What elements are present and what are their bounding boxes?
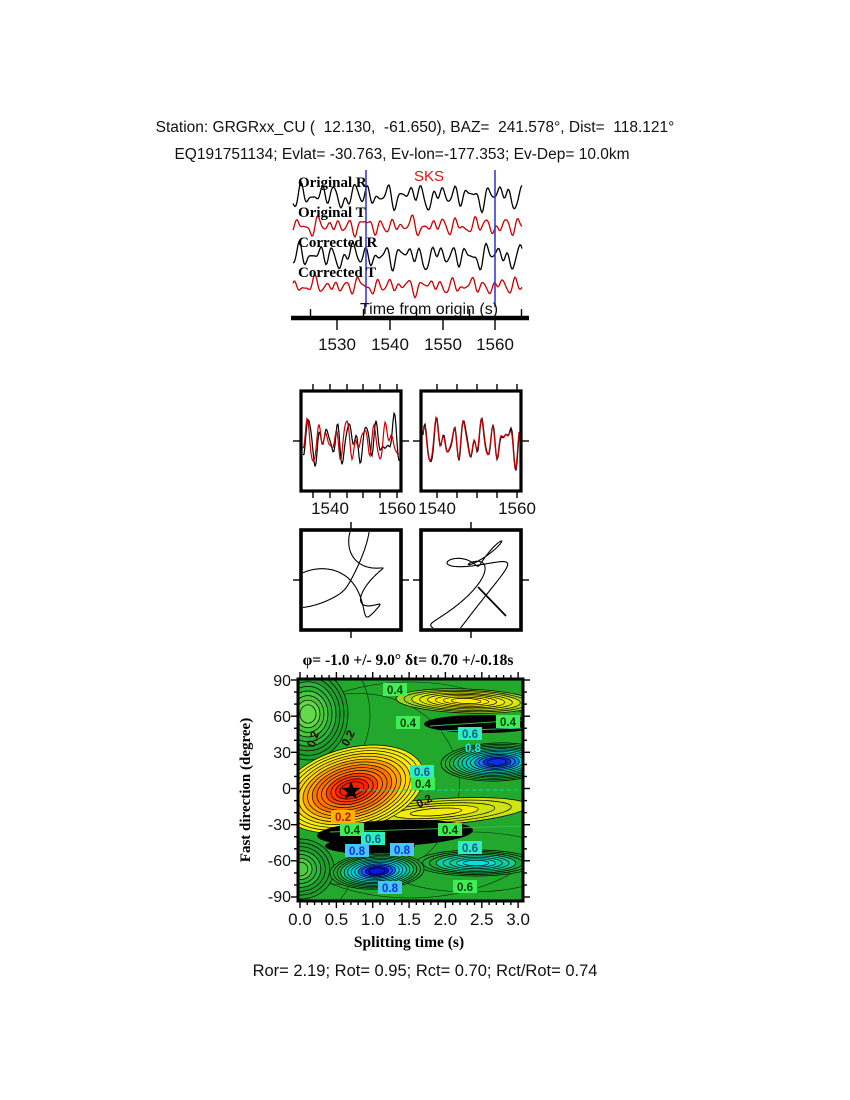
svg-text:0.4: 0.4: [387, 685, 404, 697]
time-tick-1560: 1560: [476, 335, 514, 354]
header-event-line: EQ191751134; Evlat= -30.763, Ev-lon=-177…: [174, 146, 630, 163]
contour-level-label: 0.6: [410, 765, 434, 779]
trace-label-original-r: Original R: [298, 175, 367, 191]
contour-level-label: 0.4: [383, 683, 407, 697]
svg-text:0.4: 0.4: [442, 825, 459, 837]
svg-text:0.8: 0.8: [465, 743, 482, 755]
contour-level-label: 0.4: [438, 823, 462, 837]
xtick-1.5: 1.5: [397, 910, 421, 929]
header-station-line: Station: GRGRxx_CU ( 12.130, -61.650), B…: [155, 119, 675, 136]
time-axis-ticks: [309, 309, 523, 330]
best-fit-star-marker: [341, 781, 361, 800]
contour-level-label: 0.4: [340, 823, 364, 837]
svg-text:0.6: 0.6: [462, 843, 478, 855]
svg-text:0.8: 0.8: [349, 846, 366, 858]
contour-level-label: 0.2: [331, 810, 355, 824]
ytick-m90: -90: [268, 889, 291, 906]
trace-label-corrected-t: Corrected T: [298, 265, 376, 281]
window-panel-left-frame: [299, 389, 403, 493]
contour-level-label: 0.6: [361, 832, 385, 846]
contour-level-label: 0.4: [496, 715, 520, 729]
xtick-0.5: 0.5: [325, 910, 349, 929]
window-comparison-section: 1540 1560 1540 1560: [293, 384, 536, 518]
error-surface-section: φ= -1.0 +/- 9.0° δt= 0.70 +/-0.18s 0.40.…: [238, 652, 530, 951]
ytick-m30: -30: [268, 817, 291, 834]
phase-label-sks: SKS: [414, 168, 444, 185]
ytick-30: 30: [273, 745, 291, 762]
xtick-1.0: 1.0: [361, 910, 385, 929]
svg-text:0.6: 0.6: [365, 834, 381, 846]
right-panel-tick-1540: 1540: [418, 499, 456, 518]
contour-level-label: 0.8: [345, 844, 369, 858]
contour-frame: [296, 677, 525, 903]
window-panel-right-frame: [419, 389, 523, 493]
time-tick-1550: 1550: [424, 335, 462, 354]
svg-text:0.4: 0.4: [415, 779, 432, 791]
window-panel-ticks: [293, 384, 529, 498]
xtick-3.0: 3.0: [506, 910, 530, 929]
contour-level-label: 0.6: [453, 880, 477, 894]
particle-motion-section: [293, 522, 529, 638]
contour-level-label: 0.6: [458, 727, 482, 741]
contour-title: φ= -1.0 +/- 9.0° δt= 0.70 +/-0.18s: [303, 652, 514, 669]
waveform-traces: [292, 180, 523, 299]
particle-motion-curves: [303, 532, 509, 628]
trace-label-original-t: Original T: [298, 205, 366, 221]
left-panel-tick-1540: 1540: [311, 499, 349, 518]
contour-level-label: 0.4: [411, 777, 435, 791]
svg-text:0.6: 0.6: [462, 729, 478, 741]
contour-level-label: 0.2: [306, 730, 322, 749]
quality-metrics-line: Ror= 2.19; Rot= 0.95; Rct= 0.70; Rct/Rot…: [252, 962, 598, 980]
svg-text:0.2: 0.2: [306, 730, 322, 749]
ytick-60: 60: [273, 709, 291, 726]
right-panel-tick-1560: 1560: [498, 499, 536, 518]
contour-level-label: 0.4: [396, 716, 420, 730]
contour-level-label: 0.6: [458, 841, 482, 855]
contour-level-label: 0.8: [378, 881, 402, 895]
left-panel-tick-1560: 1560: [378, 499, 416, 518]
svg-text:0.2: 0.2: [335, 812, 351, 824]
ytick-90: 90: [273, 673, 291, 690]
ytick-m60: -60: [268, 853, 291, 870]
contour-level-label: 0.8: [465, 743, 482, 755]
time-tick-1540: 1540: [371, 335, 409, 354]
contour-plot: 0.40.4 0.40.60.80.2 0.20.60.40.20.20.4 0.40…: [298, 679, 523, 901]
svg-text:0.6: 0.6: [414, 767, 430, 779]
contour-ylabel: Fast direction (degree): [238, 718, 254, 862]
xtick-0.0: 0.0: [288, 910, 312, 929]
time-tick-1530: 1530: [318, 335, 356, 354]
contour-ticks: [291, 672, 530, 908]
window-comparison-traces: [302, 411, 520, 471]
xtick-2.0: 2.0: [434, 910, 458, 929]
contour-level-label: 0.8: [390, 843, 414, 857]
trace-label-corrected-r: Corrected R: [298, 235, 377, 251]
svg-text:0.8: 0.8: [394, 845, 411, 857]
svg-text:0.4: 0.4: [500, 717, 517, 729]
svg-text:0.8: 0.8: [382, 883, 399, 895]
xtick-2.5: 2.5: [470, 910, 494, 929]
svg-text:0.4: 0.4: [400, 718, 417, 730]
waveform-section: SKS Original R Original T Corrected R Co…: [291, 168, 529, 354]
time-axis-title: Time from origin (s): [360, 301, 498, 318]
svg-text:0.6: 0.6: [457, 882, 473, 894]
contour-xlabel: Splitting time (s): [354, 934, 464, 951]
ytick-0: 0: [282, 781, 291, 798]
svg-text:0.4: 0.4: [344, 825, 361, 837]
particle-panel-ticks: [293, 522, 529, 638]
